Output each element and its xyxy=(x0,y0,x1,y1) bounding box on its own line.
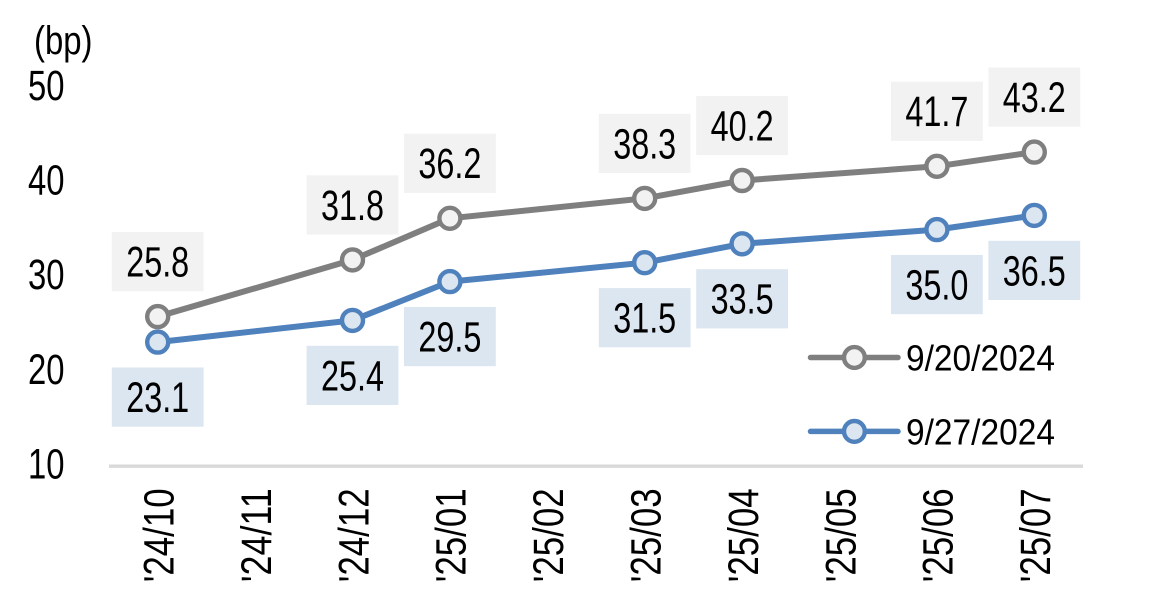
svg-text:43.2: 43.2 xyxy=(1003,75,1066,122)
svg-text:'25/01: '25/01 xyxy=(429,488,476,582)
svg-text:40.2: 40.2 xyxy=(711,103,774,150)
svg-text:'24/10: '24/10 xyxy=(137,488,184,582)
svg-text:50: 50 xyxy=(28,63,65,110)
svg-text:20: 20 xyxy=(28,347,65,394)
svg-text:'25/05: '25/05 xyxy=(818,488,865,582)
svg-text:23.1: 23.1 xyxy=(126,375,189,422)
svg-text:'25/02: '25/02 xyxy=(526,488,573,582)
svg-text:36.2: 36.2 xyxy=(418,141,481,188)
svg-text:30: 30 xyxy=(28,252,65,299)
svg-text:'24/12: '24/12 xyxy=(331,488,378,582)
svg-text:33.5: 33.5 xyxy=(711,277,774,324)
svg-text:31.8: 31.8 xyxy=(321,183,384,230)
svg-text:'25/03: '25/03 xyxy=(624,488,671,582)
svg-text:9/27/2024: 9/27/2024 xyxy=(906,411,1055,452)
svg-text:29.5: 29.5 xyxy=(418,315,481,362)
svg-text:31.5: 31.5 xyxy=(613,296,676,343)
svg-text:38.3: 38.3 xyxy=(613,121,676,168)
svg-text:25.4: 25.4 xyxy=(321,353,384,400)
svg-text:25.8: 25.8 xyxy=(126,240,189,287)
svg-text:41.7: 41.7 xyxy=(905,89,968,136)
svg-text:'24/11: '24/11 xyxy=(234,488,281,582)
svg-text:(bp): (bp) xyxy=(34,19,93,63)
svg-text:'25/04: '25/04 xyxy=(721,488,768,582)
svg-text:9/20/2024: 9/20/2024 xyxy=(906,337,1055,378)
svg-text:'25/06: '25/06 xyxy=(916,488,963,582)
svg-text:40: 40 xyxy=(28,158,65,205)
svg-text:36.5: 36.5 xyxy=(1003,248,1066,295)
svg-text:10: 10 xyxy=(28,441,65,488)
svg-text:35.0: 35.0 xyxy=(905,263,968,310)
svg-text:'25/07: '25/07 xyxy=(1013,488,1060,582)
